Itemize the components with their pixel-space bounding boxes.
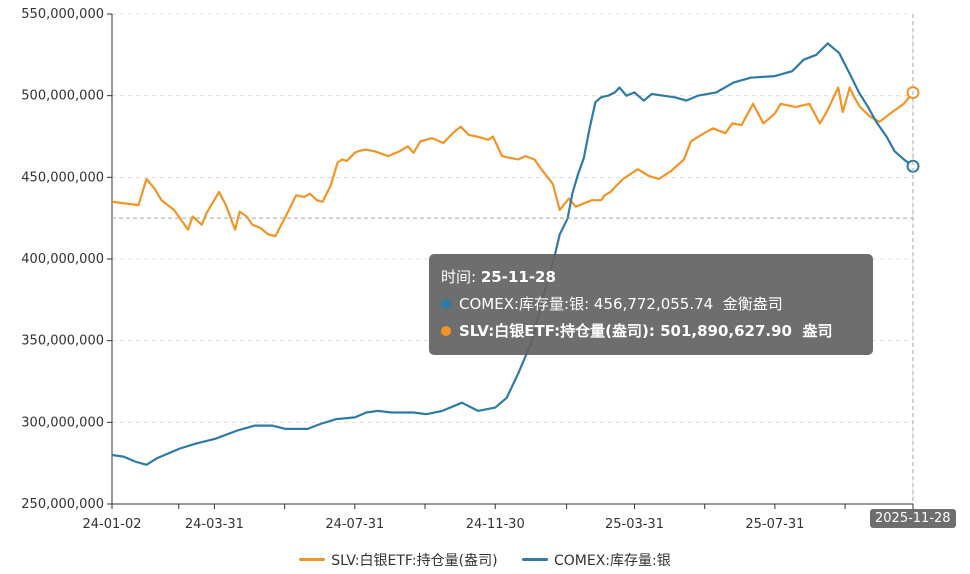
y-tick-label: 550,000,000 bbox=[21, 7, 104, 22]
tooltip-time: 时间: 25-11-28 bbox=[441, 268, 556, 286]
series-line-1 bbox=[111, 42, 914, 466]
chart-legend: SLV:白银ETF:持仓量(盎司) COMEX:库存量:银 bbox=[0, 549, 970, 570]
y-tick-label: 250,000,000 bbox=[21, 497, 104, 512]
legend-swatch-icon bbox=[522, 558, 548, 561]
legend-swatch-icon bbox=[299, 558, 326, 561]
y-tick-label: 400,000,000 bbox=[21, 252, 104, 267]
tooltip-dot-icon bbox=[441, 325, 451, 336]
chart-tooltip: 时间: 25-11-28 COMEX:库存量:银: 456,772,055.74… bbox=[429, 254, 873, 355]
tooltip-dot-icon bbox=[441, 298, 451, 309]
x-tick-label: 25-07-31 bbox=[745, 517, 804, 532]
x-tick-label: 24-07-31 bbox=[325, 517, 384, 532]
y-tick-label: 500,000,000 bbox=[21, 89, 104, 104]
series-line-0 bbox=[111, 86, 914, 238]
axis-pointer-label: 2025-11-28 bbox=[870, 509, 956, 528]
tooltip-line-comex: COMEX:库存量:银: 456,772,055.74 金衡盎司 bbox=[441, 291, 861, 318]
axes: 250,000,000 300,000,000 350,000,000 400,000… bbox=[21, 7, 942, 532]
y-tick-label: 350,000,000 bbox=[21, 334, 104, 349]
tooltip-line-slv: SLV:白银ETF:持仓量(盎司): 501,890,627.90 盎司 bbox=[441, 318, 861, 345]
x-tick-label: 24-01-02 bbox=[82, 517, 141, 532]
y-tick-label: 450,000,000 bbox=[21, 170, 104, 185]
legend-item-comex[interactable]: COMEX:库存量:银 bbox=[522, 550, 671, 570]
legend-item-slv[interactable]: SLV:白银ETF:持仓量(盎司) bbox=[299, 550, 498, 570]
x-tick-label: 24-11-30 bbox=[466, 517, 525, 532]
axis-pointer bbox=[112, 14, 914, 504]
y-tick-label: 300,000,000 bbox=[21, 415, 104, 430]
x-tick-label: 25-03-31 bbox=[605, 517, 664, 532]
x-tick-label: 24-03-31 bbox=[185, 517, 244, 532]
